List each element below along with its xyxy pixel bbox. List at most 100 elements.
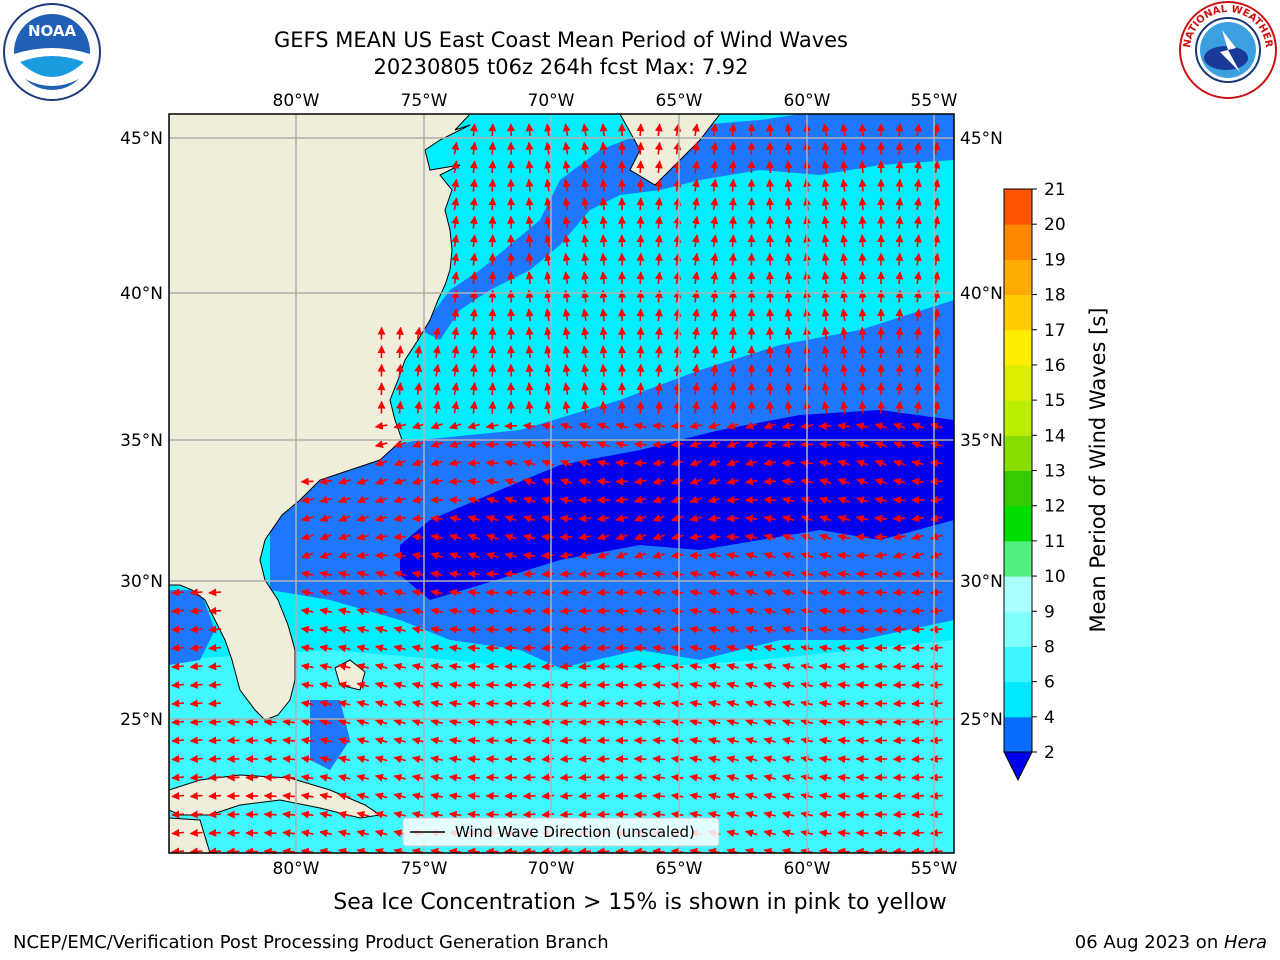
wind-arrow	[726, 440, 739, 448]
wind-arrow	[414, 382, 423, 396]
wind-arrow	[673, 141, 682, 155]
wind-arrow	[525, 123, 534, 137]
wind-arrow	[837, 681, 851, 690]
wind-arrow	[654, 141, 663, 155]
wind-arrow	[670, 773, 684, 782]
wind-arrow	[356, 477, 369, 485]
wind-arrow	[911, 791, 925, 800]
wind-arrow	[818, 644, 832, 653]
wind-arrow	[708, 458, 721, 467]
wind-arrow	[744, 792, 758, 801]
wind-arrow	[855, 829, 869, 838]
colorbar-tick-label: 17	[1044, 321, 1066, 341]
wind-arrow	[282, 736, 296, 745]
wind-arrow	[319, 644, 333, 653]
wind-arrow	[911, 459, 925, 468]
wind-arrow	[559, 643, 573, 652]
wind-arrow	[488, 326, 497, 340]
wind-arrow	[818, 718, 832, 727]
wind-arrow	[263, 792, 277, 801]
wind-arrow	[356, 607, 370, 616]
wind-arrow	[393, 810, 407, 819]
wind-arrow	[337, 718, 351, 727]
wind-arrow	[766, 308, 775, 322]
wind-arrow	[319, 625, 333, 634]
wind-arrow	[411, 551, 425, 560]
wind-arrow	[599, 345, 608, 359]
wind-arrow	[282, 847, 296, 853]
wind-arrow	[837, 644, 851, 653]
wind-arrow	[855, 644, 869, 653]
wind-arrow	[689, 570, 703, 579]
wind-arrow	[171, 680, 185, 689]
wind-arrow	[708, 477, 721, 485]
wind-arrow	[430, 755, 444, 764]
wind-arrow	[559, 496, 573, 505]
wind-arrow	[654, 215, 663, 229]
wind-arrow	[689, 662, 703, 671]
wind-arrow	[707, 570, 721, 579]
wind-arrow	[763, 736, 777, 745]
lon-label-top: 60°W	[784, 91, 831, 111]
wind-arrow	[781, 829, 795, 838]
wind-arrow	[208, 606, 222, 615]
wind-arrow	[522, 440, 536, 449]
wind-arrow	[208, 699, 222, 708]
wind-arrow	[393, 607, 407, 616]
wind-arrow	[840, 382, 849, 396]
wind-arrow	[913, 234, 922, 248]
wind-arrow	[263, 755, 277, 764]
wind-arrow	[858, 271, 867, 285]
wind-arrow	[541, 810, 555, 819]
wind-arrow	[189, 680, 203, 689]
wind-arrow	[504, 440, 518, 449]
wind-arrow	[837, 625, 851, 634]
wind-arrow	[337, 570, 351, 579]
wind-arrow	[636, 308, 645, 322]
wind-arrow	[559, 569, 573, 578]
wind-arrow	[374, 421, 388, 430]
wind-arrow	[784, 123, 793, 137]
wind-arrow	[858, 234, 867, 248]
wind-arrow	[411, 588, 425, 597]
wind-arrow	[895, 178, 904, 192]
wind-arrow	[559, 810, 573, 819]
wind-arrow	[929, 754, 943, 763]
wind-arrow	[615, 514, 629, 523]
wind-arrow	[560, 422, 573, 431]
wind-arrow	[763, 607, 777, 616]
wind-arrow	[652, 625, 666, 634]
wind-arrow	[689, 532, 703, 541]
wind-arrow	[451, 326, 460, 340]
colorbar-tick-label: 11	[1044, 532, 1066, 552]
wind-arrow	[599, 271, 608, 285]
wind-arrow	[263, 810, 277, 819]
wind-arrow	[840, 252, 849, 266]
wind-arrow	[670, 718, 684, 727]
wind-arrow	[171, 791, 185, 800]
wind-arrow	[596, 625, 610, 634]
wind-arrow	[525, 308, 534, 322]
wind-arrow	[522, 643, 536, 652]
wind-arrow	[930, 422, 943, 431]
wind-arrow	[892, 736, 906, 745]
wind-arrow	[469, 197, 478, 211]
wind-arrow	[818, 699, 832, 708]
wind-arrow	[541, 459, 554, 468]
wind-arrow	[560, 478, 573, 486]
wind-arrow	[430, 792, 444, 801]
colorbar-segment	[1004, 224, 1032, 260]
wind-arrow	[818, 681, 832, 690]
wind-arrow	[744, 477, 758, 486]
wind-arrow	[728, 400, 737, 414]
wind-arrow	[781, 755, 795, 764]
wind-arrow	[707, 681, 721, 690]
wave-period-6-8-south	[169, 640, 954, 853]
wind-arrow	[892, 643, 906, 652]
wind-arrow	[615, 532, 628, 541]
wind-arrow	[469, 271, 478, 285]
wind-arrow	[448, 440, 462, 449]
colorbar-segment	[1004, 611, 1032, 647]
wind-arrow	[821, 363, 830, 377]
wind-arrow	[596, 588, 610, 597]
